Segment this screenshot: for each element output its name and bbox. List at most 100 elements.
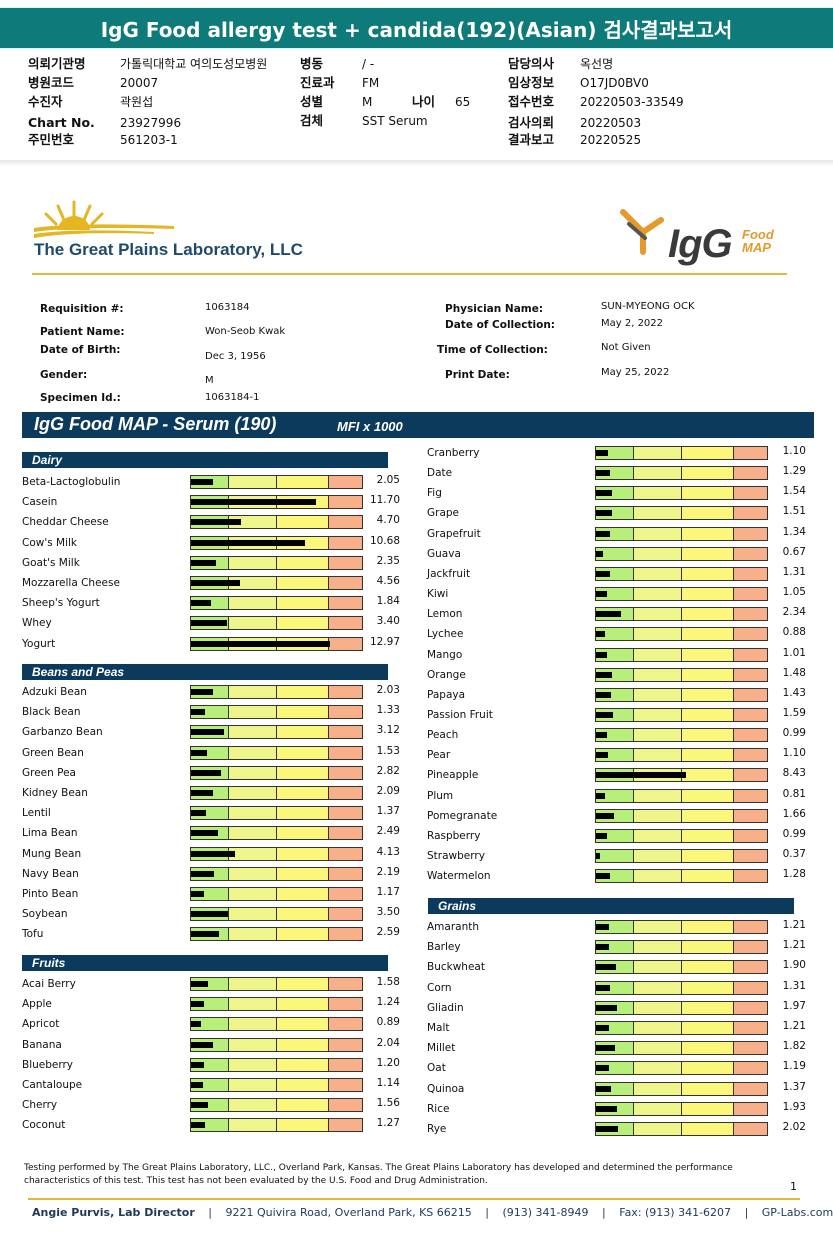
requisition-label: Requisition #: — [40, 303, 124, 315]
result-bar — [595, 920, 768, 934]
header-value: 20220503 — [580, 116, 642, 130]
header-label: 병동 — [300, 56, 324, 71]
food-value: 0.67 — [782, 545, 806, 558]
food-value: 0.89 — [376, 1016, 400, 1029]
footer: Angie Purvis, Lab Director | 9221 Quivir… — [32, 1206, 833, 1219]
food-value: 2.59 — [376, 926, 400, 939]
food-value: 1.56 — [376, 1097, 400, 1110]
header-label: 결과보고 — [508, 132, 555, 147]
food-name: Garbanzo Bean — [22, 726, 103, 739]
header-label: Chart No. — [28, 115, 95, 130]
result-bar — [190, 1037, 363, 1052]
food-value: 2.03 — [376, 684, 400, 696]
bar-zone — [733, 1102, 767, 1115]
bar-zone — [681, 467, 734, 480]
bar-zone — [328, 928, 362, 941]
result-bar-fill — [596, 470, 610, 477]
bar-zone — [328, 726, 362, 739]
bar-zone — [276, 476, 329, 488]
bar-zone — [276, 577, 329, 589]
antibody-logo-icon — [620, 209, 664, 255]
result-bar-fill — [191, 539, 305, 546]
food-name: Green Bean — [22, 746, 84, 759]
bar-zone — [733, 608, 767, 621]
food-value: 1.31 — [782, 565, 806, 578]
bar-zone — [733, 628, 767, 641]
food-value: 2.02 — [782, 1121, 806, 1133]
bar-zone — [276, 1099, 329, 1112]
header-label: 진료과 — [300, 75, 335, 90]
header-value: 65 — [455, 95, 471, 109]
bar-zone — [633, 829, 682, 842]
bar-zone — [228, 1079, 277, 1091]
food-value: 1.37 — [376, 805, 400, 818]
header-value: 20007 — [120, 76, 159, 90]
food-name: Passion Fruit — [427, 708, 493, 721]
lab-name: The Great Plains Laboratory, LLC — [34, 240, 303, 259]
result-bar — [190, 555, 363, 570]
bar-zone — [228, 577, 277, 589]
bar-zone — [328, 746, 362, 759]
food-name: Apricot — [22, 1018, 60, 1031]
food-name: Cantaloupe — [22, 1079, 83, 1091]
bar-zone — [733, 668, 767, 681]
header-label: 병원코드 — [28, 75, 75, 90]
food-name: Guava — [427, 547, 461, 560]
bar-zone — [328, 1058, 362, 1071]
food-name: Pomegranate — [427, 809, 498, 822]
food-value: 1.01 — [782, 646, 806, 659]
result-bar — [595, 940, 768, 955]
food-name: Adzuki Bean — [22, 686, 87, 698]
result-bar-fill — [596, 530, 610, 537]
bar-zone — [733, 870, 767, 883]
food-name: Goat's Milk — [22, 556, 80, 569]
bar-zone — [733, 507, 767, 520]
header-value: 가톨릭대학교 여의도성모병원 — [120, 57, 268, 71]
result-bar-fill — [191, 689, 213, 695]
bar-zone — [681, 769, 734, 782]
result-bar — [595, 1021, 768, 1035]
report-title: IgG Food allergy test + candida(192)(Asi… — [0, 7, 833, 49]
bar-zone — [681, 527, 734, 540]
gender-value: M — [205, 375, 214, 386]
bar-zone — [228, 476, 277, 488]
result-bar-fill — [596, 812, 614, 819]
bar-zone — [633, 1001, 682, 1014]
requisition-value: 1063184 — [205, 302, 250, 313]
food-value: 0.81 — [782, 787, 806, 800]
bar-zone — [228, 1018, 277, 1031]
collection-time-label: Time of Collection: — [437, 344, 548, 356]
food-value: 1.21 — [782, 1020, 806, 1032]
result-bar — [595, 687, 768, 702]
bar-zone — [276, 908, 329, 921]
food-value: 1.48 — [782, 666, 806, 679]
map-title: IgG Food MAP - Serum (190) — [34, 414, 277, 434]
food-name: Pinto Bean — [22, 888, 79, 900]
result-bar-fill — [596, 1065, 609, 1072]
result-bar-fill — [191, 830, 218, 837]
bar-zone — [228, 766, 277, 779]
bar-zone — [681, 547, 734, 560]
result-bar-fill — [596, 570, 610, 577]
bar-zone — [733, 729, 767, 742]
food-name: Sheep's Yogurt — [22, 597, 100, 610]
result-bar — [190, 705, 363, 720]
bar-zone — [681, 961, 734, 974]
bar-zone — [681, 1022, 734, 1034]
bar-zone — [276, 888, 329, 900]
bar-zone — [633, 507, 682, 520]
result-bar — [190, 616, 363, 631]
bar-zone — [328, 516, 362, 529]
patient-name-value: Won-Seob Kwak — [205, 326, 286, 337]
bar-zone — [633, 588, 682, 601]
header-value: 곽원섭 — [120, 95, 154, 109]
bar-zone — [681, 1082, 734, 1095]
bar-zone — [633, 487, 682, 500]
bar-zone — [633, 1082, 682, 1095]
food-name: Mango — [427, 648, 463, 661]
result-bar — [595, 1122, 768, 1136]
food-name: Cheddar Cheese — [22, 516, 109, 529]
bar-zone — [228, 867, 277, 880]
bar-zone — [733, 487, 767, 500]
result-bar — [190, 826, 363, 841]
